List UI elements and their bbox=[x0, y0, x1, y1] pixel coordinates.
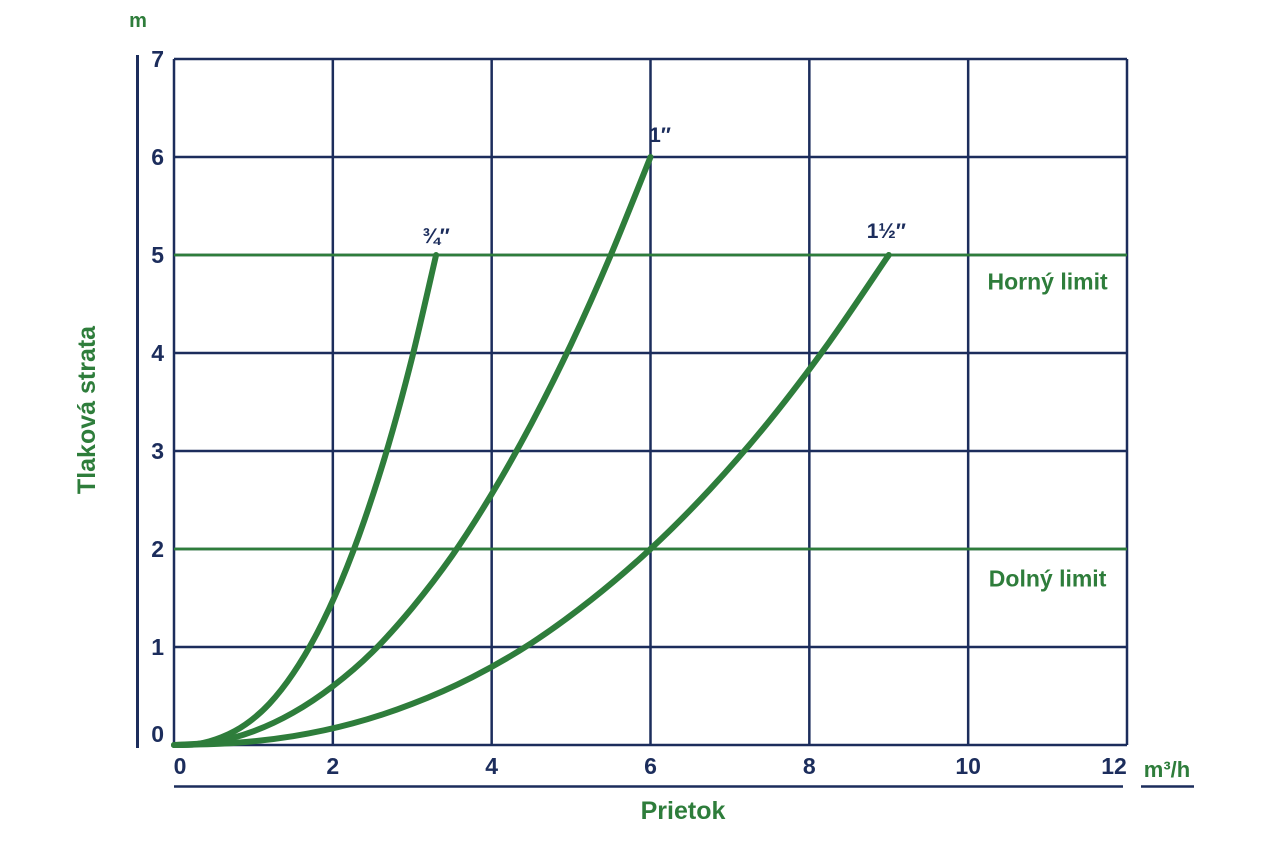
y-tick-label: 5 bbox=[151, 242, 164, 268]
y-tick-label: 7 bbox=[151, 46, 164, 72]
curve-1-1/2-inch bbox=[171, 252, 892, 748]
y-axis-unit-label: m bbox=[129, 10, 147, 32]
x-tick-label: 12 bbox=[1101, 753, 1127, 779]
curve-3/4-inch bbox=[171, 252, 440, 748]
y-tick-label: 4 bbox=[151, 340, 164, 366]
curve-label-3/4-inch: ¾″ bbox=[422, 225, 450, 248]
limit-label-upper: Horný limit bbox=[988, 268, 1108, 294]
y-tick-label: 3 bbox=[151, 438, 164, 464]
x-axis-unit-label: m³/h bbox=[1144, 757, 1190, 782]
limit-label-lower: Dolný limit bbox=[989, 565, 1107, 591]
y-tick-label: 6 bbox=[151, 144, 164, 170]
x-tick-label: 6 bbox=[644, 753, 657, 779]
curve-label-1-1/2-inch: 1½″ bbox=[867, 220, 906, 243]
y-axis-title: Tlaková strata bbox=[73, 325, 101, 494]
curve-label-1-inch: 1″ bbox=[649, 124, 671, 147]
x-tick-label: 0 bbox=[174, 753, 187, 779]
x-tick-label: 10 bbox=[955, 753, 981, 779]
y-tick-label: 2 bbox=[151, 536, 164, 562]
x-tick-label: 2 bbox=[326, 753, 339, 779]
y-tick-label: 1 bbox=[151, 634, 164, 660]
x-tick-label: 8 bbox=[803, 753, 816, 779]
curve-1-inch bbox=[171, 154, 654, 748]
y-tick-label: 0 bbox=[151, 721, 164, 747]
x-tick-label: 4 bbox=[485, 753, 498, 779]
x-axis-title: Prietok bbox=[641, 797, 726, 825]
